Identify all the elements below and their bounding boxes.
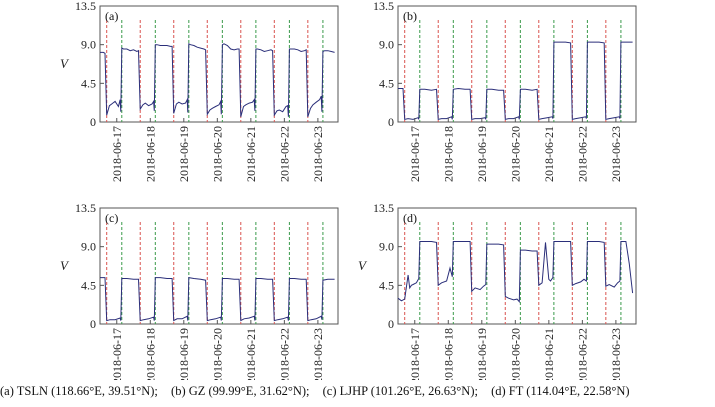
plot-frame — [99, 207, 339, 325]
y-tick-label: 0 — [388, 115, 394, 129]
y-tick-label: 13.5 — [373, 201, 394, 215]
panel-label: (c) — [105, 211, 118, 225]
plot-frame — [397, 207, 637, 325]
caption-b: (b) GZ (99.99°E, 31.62°N); — [171, 384, 310, 398]
panel-c: 0 4.5 9.0 13.5 V (c) 2018-06-17 2018-06-18 2018-… — [60, 201, 339, 384]
caption-d: (d) FT (114.04°E, 22.58°N) — [491, 384, 630, 398]
x-tick-label: 2018-06-21 — [542, 328, 556, 380]
y-tick-label: 0 — [90, 115, 96, 129]
series-line — [397, 241, 634, 303]
x-tick-label: 2018-06-20 — [210, 126, 224, 182]
y-tick-label: 9.0 — [379, 240, 394, 254]
series-line — [398, 41, 633, 121]
panel-a: 0 4.5 9.0 13.5 V (a) 2018-06-17 2018-06-18 2018-… — [60, 0, 339, 182]
caption-c: (c) LJHP (101.26°E, 26.63°N); — [322, 384, 478, 398]
y-tick-label: 9.0 — [379, 38, 394, 52]
y-axis-label: V — [60, 258, 70, 273]
x-tick-label: 2018-06-22 — [277, 126, 291, 182]
series-line — [100, 42, 335, 117]
x-tick-label: 2018-06-17 — [110, 126, 124, 182]
x-tick-label: 2018-06-23 — [609, 328, 623, 380]
y-tick-label: 4.5 — [379, 278, 394, 292]
y-tick-label: 13.5 — [75, 0, 96, 13]
y-axis-label: V — [358, 258, 368, 273]
y-tick-label: 13.5 — [75, 201, 96, 215]
series-line — [100, 277, 335, 322]
x-tick-label: 2018-06-20 — [508, 126, 522, 182]
x-tick-label: 2018-06-22 — [575, 328, 589, 380]
y-tick-label: 4.5 — [379, 76, 394, 90]
panel-b: 0 4.5 9.0 13.5 (b) 2018-06-17 2018-06-18 2018-0… — [373, 0, 637, 182]
x-tick-label: 2018-06-19 — [475, 126, 489, 182]
caption-a: (a) TSLN (118.66°E, 39.51°N); — [0, 384, 158, 398]
x-tick-label: 2018-06-19 — [475, 328, 489, 380]
x-tick-label: 2018-06-18 — [441, 328, 455, 380]
panel-label: (a) — [105, 9, 118, 23]
figure-caption: (a) TSLN (118.66°E, 39.51°N); (b) GZ (99… — [0, 384, 715, 404]
x-tick-label: 2018-06-17 — [110, 328, 124, 380]
y-tick-label: 0 — [90, 317, 96, 331]
x-tick-label: 2018-06-21 — [244, 126, 258, 182]
y-tick-label: 9.0 — [81, 240, 96, 254]
x-tick-label: 2018-06-19 — [177, 328, 191, 380]
chart-svg: 0 4.5 9.0 13.5 V (a) 2018-06-17 2018-06-18 2018-… — [60, 0, 637, 384]
x-tick-label: 2018-06-18 — [143, 126, 157, 182]
x-tick-label: 2018-06-18 — [441, 126, 455, 182]
y-tick-label: 13.5 — [373, 0, 394, 13]
x-tick-label: 2018-06-21 — [542, 126, 556, 182]
x-tick-label: 2018-06-17 — [408, 328, 422, 380]
y-tick-label: 9.0 — [81, 38, 96, 52]
x-tick-label: 2018-06-22 — [277, 328, 291, 380]
y-tick-label: 0 — [388, 317, 394, 331]
y-tick-label: 4.5 — [81, 278, 96, 292]
panel-label: (b) — [403, 9, 417, 23]
x-tick-label: 2018-06-23 — [311, 328, 325, 380]
x-tick-label: 2018-06-19 — [177, 126, 191, 182]
panel-label: (d) — [403, 211, 417, 225]
x-tick-label: 2018-06-18 — [143, 328, 157, 380]
x-tick-label: 2018-06-21 — [244, 328, 258, 380]
panel-d: 0 4.5 9.0 13.5 V (d) 2018-06-17 2018-06-18 2018-… — [358, 201, 637, 384]
plot-frame — [99, 5, 339, 123]
x-tick-label: 2018-06-20 — [210, 328, 224, 380]
plot-frame — [397, 5, 637, 123]
x-tick-label: 2018-06-22 — [575, 126, 589, 182]
x-tick-label: 2018-06-20 — [508, 328, 522, 380]
x-tick-label: 2018-06-17 — [408, 126, 422, 182]
y-axis-label: V — [60, 56, 70, 71]
x-tick-label: 2018-06-23 — [609, 126, 623, 182]
y-tick-label: 4.5 — [81, 76, 96, 90]
x-tick-label: 2018-06-23 — [311, 126, 325, 182]
